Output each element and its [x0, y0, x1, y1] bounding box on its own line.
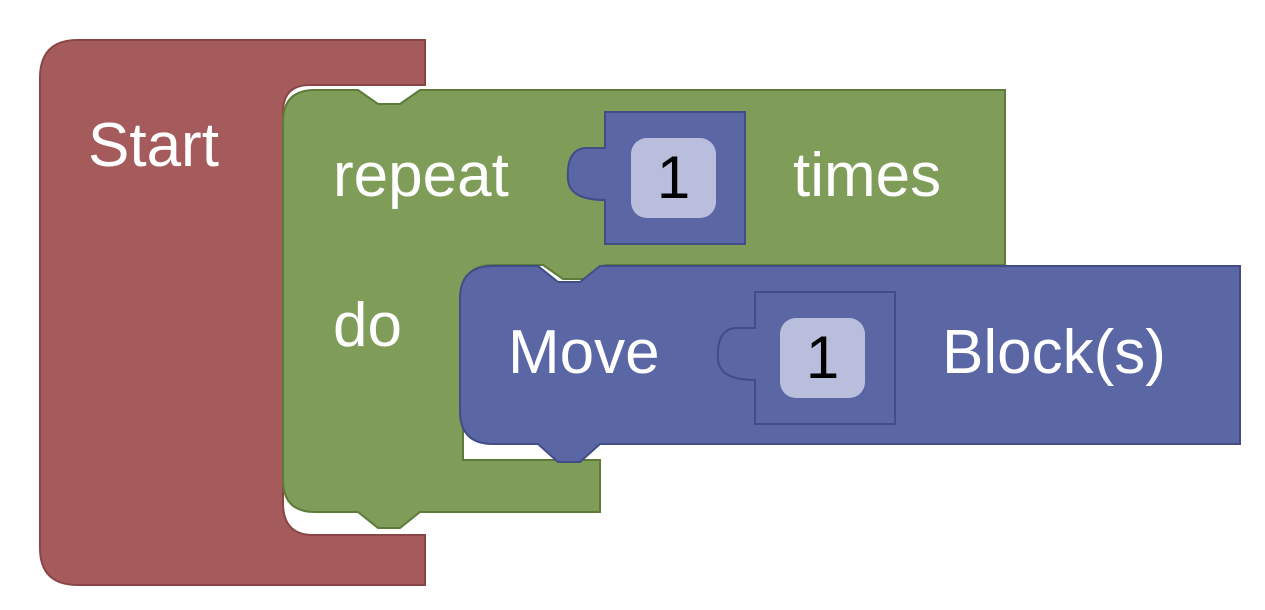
start-label: Start — [88, 111, 219, 180]
repeat-count-value[interactable]: 1 — [656, 144, 691, 211]
blocks-unit-label: Block(s) — [942, 318, 1166, 387]
repeat-label: repeat — [333, 141, 509, 210]
move-count-value[interactable]: 1 — [805, 324, 840, 391]
start-block[interactable] — [39, 39, 426, 586]
do-label: do — [333, 291, 402, 360]
move-label: Move — [508, 318, 660, 387]
move-count-field[interactable] — [780, 318, 865, 398]
repeat-count-field[interactable] — [631, 138, 716, 218]
times-label: times — [793, 141, 942, 210]
repeat-block[interactable] — [282, 89, 1006, 529]
